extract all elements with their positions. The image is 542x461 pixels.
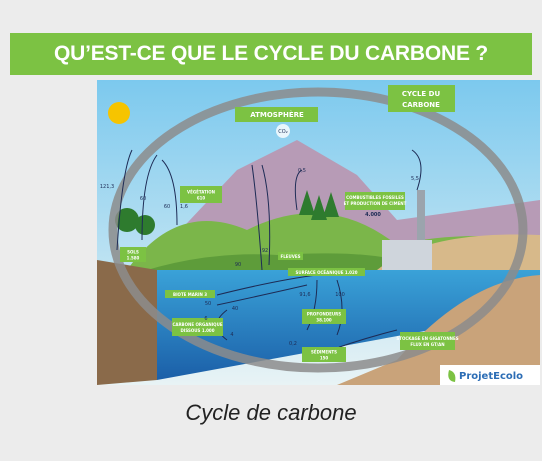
- stock-title: FLEUVES: [281, 254, 301, 259]
- stock-title: CARBONE ORGANIQUE: [172, 322, 222, 327]
- card: QU’EST-CE QUE LE CYCLE DU CARBONE ? ATMO…: [0, 0, 542, 461]
- flux-value: 40: [232, 306, 238, 312]
- stock-title: SOLS: [127, 250, 139, 255]
- atmosphere-title: ATMOSPHÈRE: [250, 110, 304, 119]
- co2: CO₂: [278, 129, 287, 135]
- chimney: [417, 190, 425, 240]
- stock-title: STOCKAGE EN GIGATONNES: [396, 336, 458, 341]
- flux-value: 0,2: [289, 341, 297, 347]
- flux-value: 0,5: [298, 168, 306, 174]
- fossil-title: COMBUSTIBLES FOSSILES: [346, 195, 404, 200]
- flux-value: 121,3: [100, 184, 114, 190]
- stock-title: VÉGÉTATION: [187, 190, 215, 195]
- flux-value: 6: [204, 316, 207, 322]
- flux-value: 91,6: [299, 292, 310, 298]
- city: [382, 240, 432, 270]
- flux-value: 90: [235, 262, 241, 268]
- fossil-subtitle: ET PRODUCTION DE CIMENT: [344, 201, 407, 206]
- logo: ProjetEcolo: [459, 371, 523, 382]
- stock-box: [400, 332, 455, 350]
- stock-title: SURFACE OCÉANIQUE 1.020: [295, 270, 357, 275]
- stock-box: [172, 318, 223, 336]
- flux-value: 50: [205, 301, 211, 307]
- flux-value: 4: [230, 332, 233, 338]
- heading-line: CYCLE DU: [402, 90, 441, 98]
- stock-value: DISSOUS 1.000: [181, 328, 215, 333]
- flux-value: 1,6: [180, 204, 188, 210]
- stock-value: 1.580: [127, 256, 140, 261]
- illustration: ATMOSPHÈRE CO₂ CYCLE DU CARBONE VÉGÉTATI…: [97, 80, 540, 385]
- stock-value: 610: [197, 196, 206, 201]
- sun: [108, 102, 130, 124]
- stock-title: BIOTE MARIN 3: [173, 292, 207, 297]
- flux-value: 5,5: [411, 176, 419, 182]
- stock-title: SÉDIMENTS: [311, 350, 337, 355]
- flux-value: 92: [262, 248, 268, 254]
- stock-title: PROFONDEURS: [307, 312, 341, 317]
- fossil-value: 4.000: [365, 212, 381, 218]
- caption: Cycle de carbone: [0, 400, 542, 426]
- stock-value: FLUX EN GT/AN: [410, 342, 444, 347]
- stock-value: 38.100: [316, 318, 332, 323]
- title-banner: QU’EST-CE QUE LE CYCLE DU CARBONE ?: [10, 33, 532, 75]
- flux-value: 60: [164, 204, 170, 210]
- flux-value: 60: [140, 196, 146, 202]
- stock-value: 150: [320, 356, 329, 361]
- flux-value: 100: [335, 292, 345, 298]
- heading-line: CARBONE: [402, 101, 440, 109]
